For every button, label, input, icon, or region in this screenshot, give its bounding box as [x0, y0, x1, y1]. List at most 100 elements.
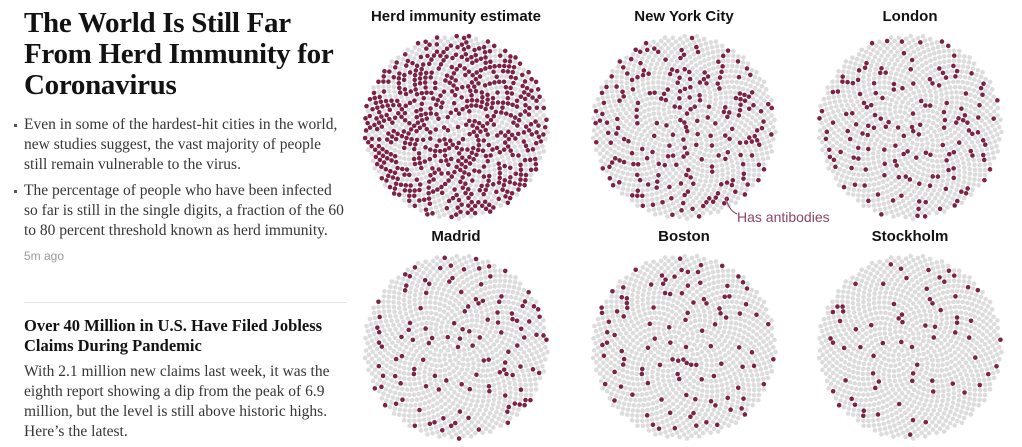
dot-no-antibodies: [529, 308, 534, 313]
dot-antibodies: [518, 94, 524, 99]
dot-antibodies: [417, 182, 423, 187]
dot-no-antibodies: [531, 136, 537, 142]
dot-no-antibodies: [457, 49, 463, 55]
dot-antibodies: [474, 58, 479, 63]
dot-no-antibodies: [836, 127, 842, 133]
dot-no-antibodies: [644, 59, 650, 64]
dot-antibodies: [448, 156, 454, 162]
lead-story[interactable]: The World Is Still Far From Herd Immunit…: [14, 7, 346, 263]
dot-antibodies: [400, 397, 405, 403]
dot-no-antibodies: [728, 187, 733, 193]
dot-no-antibodies: [437, 373, 443, 379]
dot-antibodies: [444, 73, 450, 78]
dot-no-antibodies: [396, 300, 402, 306]
dot-no-antibodies: [697, 54, 702, 60]
dot-antibodies: [670, 132, 676, 137]
dot-no-antibodies: [468, 214, 474, 219]
dot-antibodies: [454, 192, 459, 198]
dot-antibodies: [679, 208, 684, 213]
dot-no-antibodies: [741, 75, 747, 81]
dot-antibodies: [391, 102, 396, 108]
dot-no-antibodies: [892, 62, 898, 67]
dot-no-antibodies: [941, 209, 947, 214]
dot-no-antibodies: [959, 200, 965, 206]
dot-antibodies: [769, 105, 775, 111]
dot-antibodies: [501, 367, 507, 372]
dot-no-antibodies: [754, 319, 760, 324]
dot-antibodies: [486, 357, 491, 362]
dot-no-antibodies: [903, 36, 909, 42]
dot-no-antibodies: [906, 187, 911, 192]
dot-no-antibodies: [719, 177, 725, 182]
dot-no-antibodies: [744, 337, 750, 343]
dot-no-antibodies: [456, 348, 462, 354]
dot-no-antibodies: [427, 80, 433, 85]
dot-no-antibodies: [457, 257, 462, 263]
dot-no-antibodies: [668, 163, 673, 168]
dot-antibodies: [645, 345, 651, 351]
dot-no-antibodies: [685, 37, 690, 43]
dot-no-antibodies: [744, 373, 749, 378]
dot-no-antibodies: [703, 147, 709, 153]
dot-antibodies: [872, 112, 878, 118]
dot-antibodies: [466, 33, 472, 39]
dot-antibodies: [447, 279, 452, 284]
dot-no-antibodies: [830, 84, 835, 90]
dot-no-antibodies: [463, 410, 468, 416]
dot-no-antibodies: [916, 170, 921, 175]
dot-no-antibodies: [858, 135, 863, 141]
dot-antibodies: [687, 76, 693, 82]
dot-no-antibodies: [737, 132, 743, 138]
second-headline[interactable]: Over 40 Million in U.S. Have Filed Joble…: [24, 316, 323, 355]
dot-no-antibodies: [759, 136, 765, 142]
dot-no-antibodies: [511, 186, 516, 191]
dot-no-antibodies: [966, 60, 972, 65]
dot-no-antibodies: [636, 285, 642, 291]
dot-no-antibodies: [860, 146, 866, 152]
dot-no-antibodies: [655, 300, 661, 305]
dot-no-antibodies: [602, 346, 608, 352]
dot-no-antibodies: [830, 137, 836, 142]
dot-no-antibodies: [502, 336, 507, 341]
dot-antibodies: [654, 120, 660, 126]
dot-no-antibodies: [413, 402, 418, 408]
dot-no-antibodies: [418, 332, 424, 338]
dot-no-antibodies: [501, 159, 506, 164]
dot-no-antibodies: [706, 62, 712, 67]
dot-no-antibodies: [884, 65, 890, 71]
second-story[interactable]: Over 40 Million in U.S. Have Filed Joble…: [24, 316, 346, 442]
dot-antibodies: [521, 335, 527, 340]
dot-antibodies: [943, 186, 949, 192]
dot-no-antibodies: [476, 340, 482, 346]
dot-no-antibodies: [944, 95, 950, 101]
dot-no-antibodies: [507, 380, 512, 386]
dot-no-antibodies: [933, 203, 939, 209]
dot-no-antibodies: [888, 143, 893, 149]
dot-no-antibodies: [480, 210, 485, 215]
dot-antibodies: [651, 133, 657, 139]
dot-no-antibodies: [913, 121, 918, 126]
dot-no-antibodies: [694, 296, 700, 301]
dot-no-antibodies: [706, 85, 711, 91]
dot-no-antibodies: [492, 300, 497, 305]
dot-no-antibodies: [679, 100, 685, 106]
dot-no-antibodies: [608, 324, 613, 329]
dot-antibodies: [694, 118, 700, 124]
dot-no-antibodies: [948, 74, 954, 80]
dot-no-antibodies: [899, 128, 905, 133]
dot-no-antibodies: [538, 347, 544, 353]
dot-no-antibodies: [711, 106, 716, 112]
dot-no-antibodies: [669, 269, 674, 275]
dot-no-antibodies: [401, 319, 406, 324]
dot-antibodies: [491, 69, 496, 75]
dot-no-antibodies: [502, 273, 508, 279]
lead-headline[interactable]: The World Is Still Far From Herd Immunit…: [24, 7, 333, 101]
dot-no-antibodies: [643, 120, 649, 126]
dot-no-antibodies: [437, 358, 442, 363]
dot-no-antibodies: [664, 387, 670, 392]
dot-antibodies: [456, 111, 462, 116]
dot-antibodies: [415, 120, 421, 126]
dot-no-antibodies: [422, 181, 428, 186]
dot-antibodies: [407, 273, 413, 279]
dot-no-antibodies: [440, 120, 445, 125]
